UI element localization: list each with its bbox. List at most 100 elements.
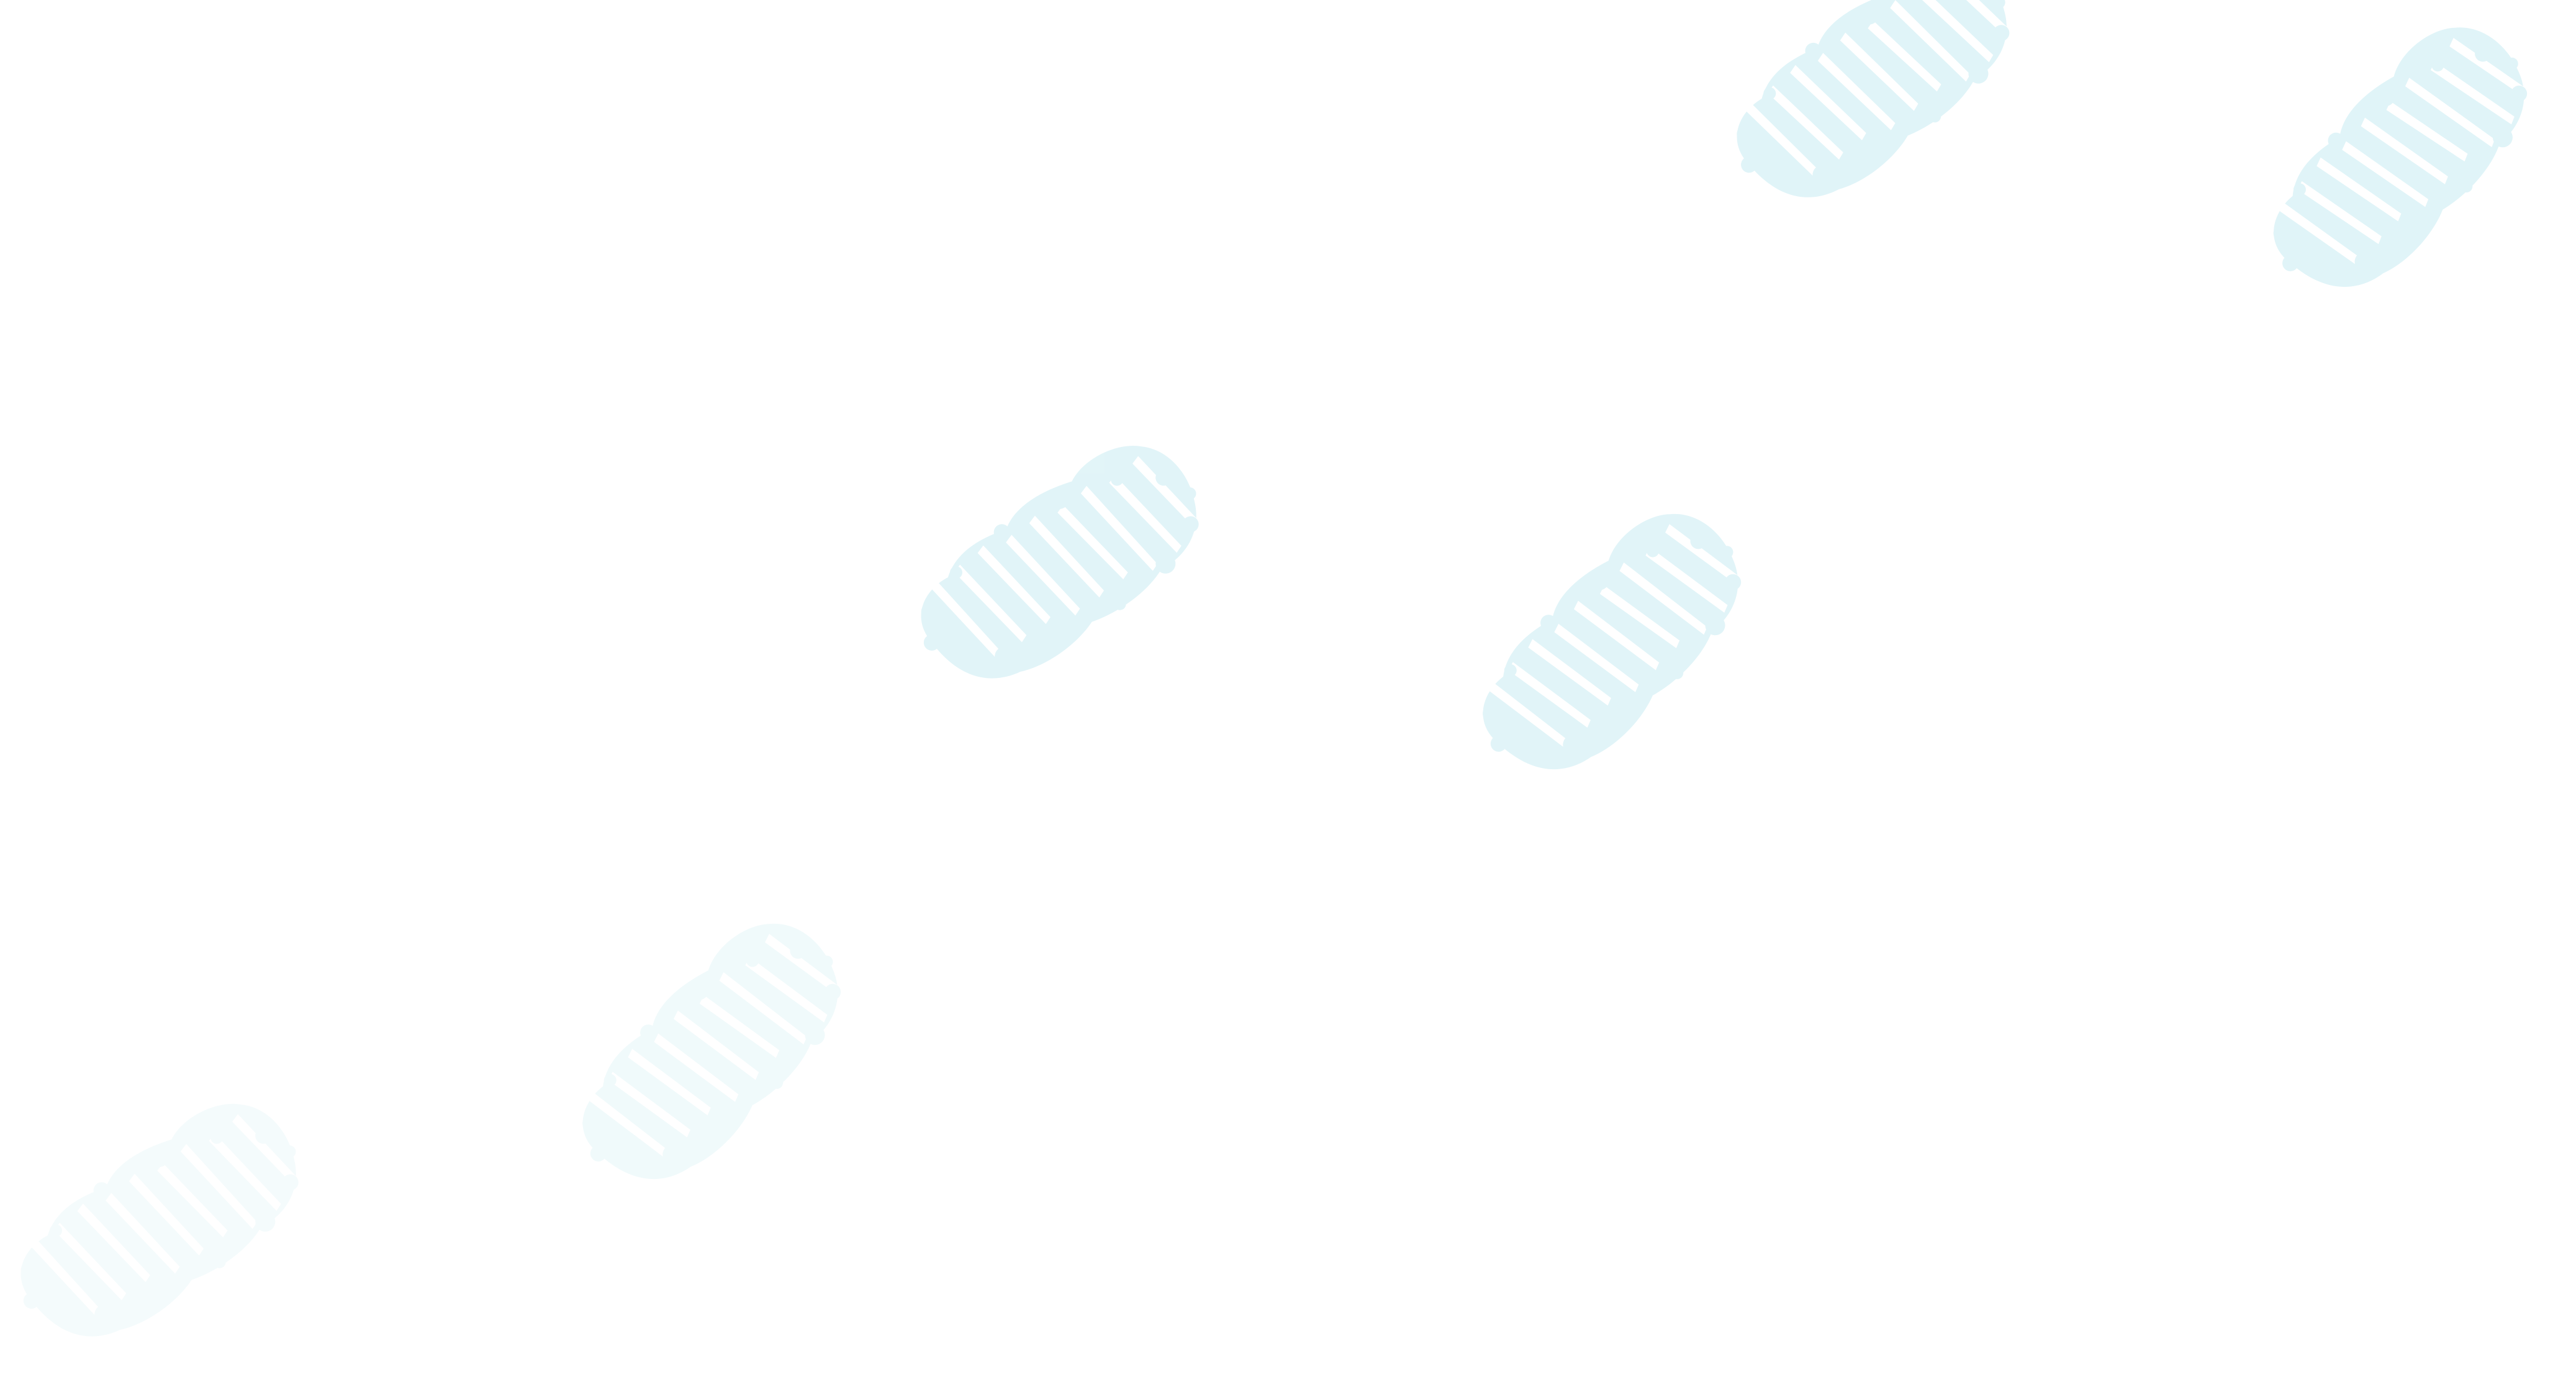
footprint-edge-bump (2273, 223, 2294, 243)
footprint-edge-bump (2293, 183, 2306, 196)
footprint-stripe (1482, 677, 1571, 750)
footprint-edge-bump (662, 1144, 683, 1165)
footprint-edge-bump (1054, 629, 1071, 646)
footprint-edge-bump (2313, 267, 2326, 280)
footprint-edge-bump (23, 1293, 40, 1309)
footprint-edge-bump (1805, 42, 1822, 59)
footprint-stripe (745, 957, 828, 1023)
footprint-stripe (1599, 585, 1680, 648)
footprint-stripe (1619, 562, 1707, 635)
footprint-edge-bump (993, 524, 1010, 541)
footprint-stripe (1890, 0, 1971, 82)
footprint-edge-bump (20, 1260, 41, 1280)
footprint-icon (0, 1065, 347, 1377)
footprint-sole (2274, 27, 2524, 287)
footprint-edge-bump (2492, 127, 2513, 148)
footprint-sole (20, 1104, 296, 1337)
footprint-edge-bump (1812, 165, 1833, 185)
footprint-edge-bump (2460, 180, 2473, 193)
footprint-stripe (1817, 53, 1896, 130)
footprint-stripe (699, 995, 780, 1058)
footprint-edge-bump (52, 1310, 65, 1323)
footprint-stripe (180, 1144, 258, 1229)
footprint-edge-bump (255, 1127, 272, 1144)
footprint-edge-bump (49, 1224, 62, 1237)
footprint-edge-bump (1737, 124, 1757, 144)
footprint-edge-bump (2282, 255, 2299, 271)
footprint-stripe (54, 1222, 127, 1301)
footprint-edge-bump (1589, 570, 1609, 590)
footprint-sole (582, 924, 838, 1180)
footprint-stripe (608, 1072, 690, 1138)
footprint-edge-bump (582, 1113, 603, 1134)
footprint-stripe (954, 564, 1027, 643)
footprint-stripe (977, 545, 1051, 625)
footprint-stripe (1665, 524, 1748, 591)
footprint-edge-bump (2354, 251, 2375, 272)
footprint-stripe (1508, 662, 1591, 728)
footprint-shape (2272, 27, 2534, 287)
footprint-edge-bump (1992, 0, 2005, 9)
footprint-stripe (2449, 37, 2534, 102)
footprint-edge-bump (746, 954, 759, 967)
footprint-edge-bump (689, 980, 709, 1000)
footprint-edge-bump (2328, 132, 2344, 149)
footprint-edge-bump (923, 634, 940, 651)
footprint-stripe (2405, 78, 2495, 147)
footprint-edge-bump (1618, 707, 1635, 724)
footprint-edge-bump (213, 1255, 226, 1268)
footprint-stripe (2430, 61, 2515, 125)
footprint-edge-bump (1763, 87, 1776, 100)
footprint-stripe (719, 972, 807, 1045)
footprint-stripe (2342, 141, 2429, 207)
footprint-stripe (1868, 20, 1941, 92)
footprint-shape (921, 446, 1206, 679)
footprint-stripe (2316, 157, 2402, 222)
footprint-edge-bump (1690, 533, 1707, 549)
footprint-stripe (1057, 505, 1128, 580)
footprint-stripe (1940, 0, 2017, 43)
footprint-stripe (1528, 639, 1611, 706)
footprint-edge-bump (1049, 489, 1070, 509)
footprint-edge-bump (603, 1073, 617, 1086)
footprint-edge-bump (952, 652, 965, 665)
footprint-edge-bump (718, 1117, 734, 1134)
footprint-edge-bump (1504, 664, 1517, 677)
footprint-edge-bump (1993, 25, 2010, 42)
footprint-shape (20, 1104, 305, 1337)
footprint-stripe (2386, 101, 2468, 162)
footprint-sole (1483, 514, 1738, 770)
footprint-edge-bump (282, 1174, 299, 1191)
footprint-icon (864, 407, 1247, 736)
footprint-stripe (628, 1049, 711, 1116)
footprint-sole (921, 446, 1196, 679)
footprint-stripe (673, 1010, 759, 1080)
footprint-stripe (1740, 97, 1820, 179)
footprint-edge-bump (1769, 173, 1783, 186)
footprint-stripe (1840, 32, 1918, 111)
footprint-edge-bump (1647, 544, 1660, 558)
footprint-stripe (2361, 117, 2448, 184)
footprint-edge-bump (1671, 666, 1684, 679)
footprint-edge-bump (2408, 222, 2425, 239)
footprint-sole (1737, 0, 2007, 197)
footprint-edge-bump (590, 1145, 607, 1162)
footprint-icon (2210, 0, 2576, 349)
footprint-edge-bump (1113, 597, 1126, 610)
footprint-edge-bump (1490, 735, 1507, 752)
footprint-edge-bump (1720, 546, 1733, 559)
footprint-stripe (129, 1173, 204, 1256)
footprint-stripe (926, 575, 1003, 661)
footprint-edge-bump (154, 1287, 171, 1304)
footprint-edge-bump (825, 983, 841, 1000)
footprint-stripe (2272, 197, 2362, 267)
footprint-edge-bump (949, 566, 962, 579)
footprint-stripe (1790, 65, 1866, 140)
footprint-stripe (1573, 600, 1660, 670)
footprint-edge-bump (640, 1024, 657, 1041)
footprint-edge-bump (1155, 469, 1172, 486)
footprint-stripe (77, 1203, 150, 1283)
footprint-edge-bump (1968, 63, 1989, 84)
footprint-edge-bump (2375, 86, 2395, 107)
footprint-stripe (654, 1033, 739, 1102)
